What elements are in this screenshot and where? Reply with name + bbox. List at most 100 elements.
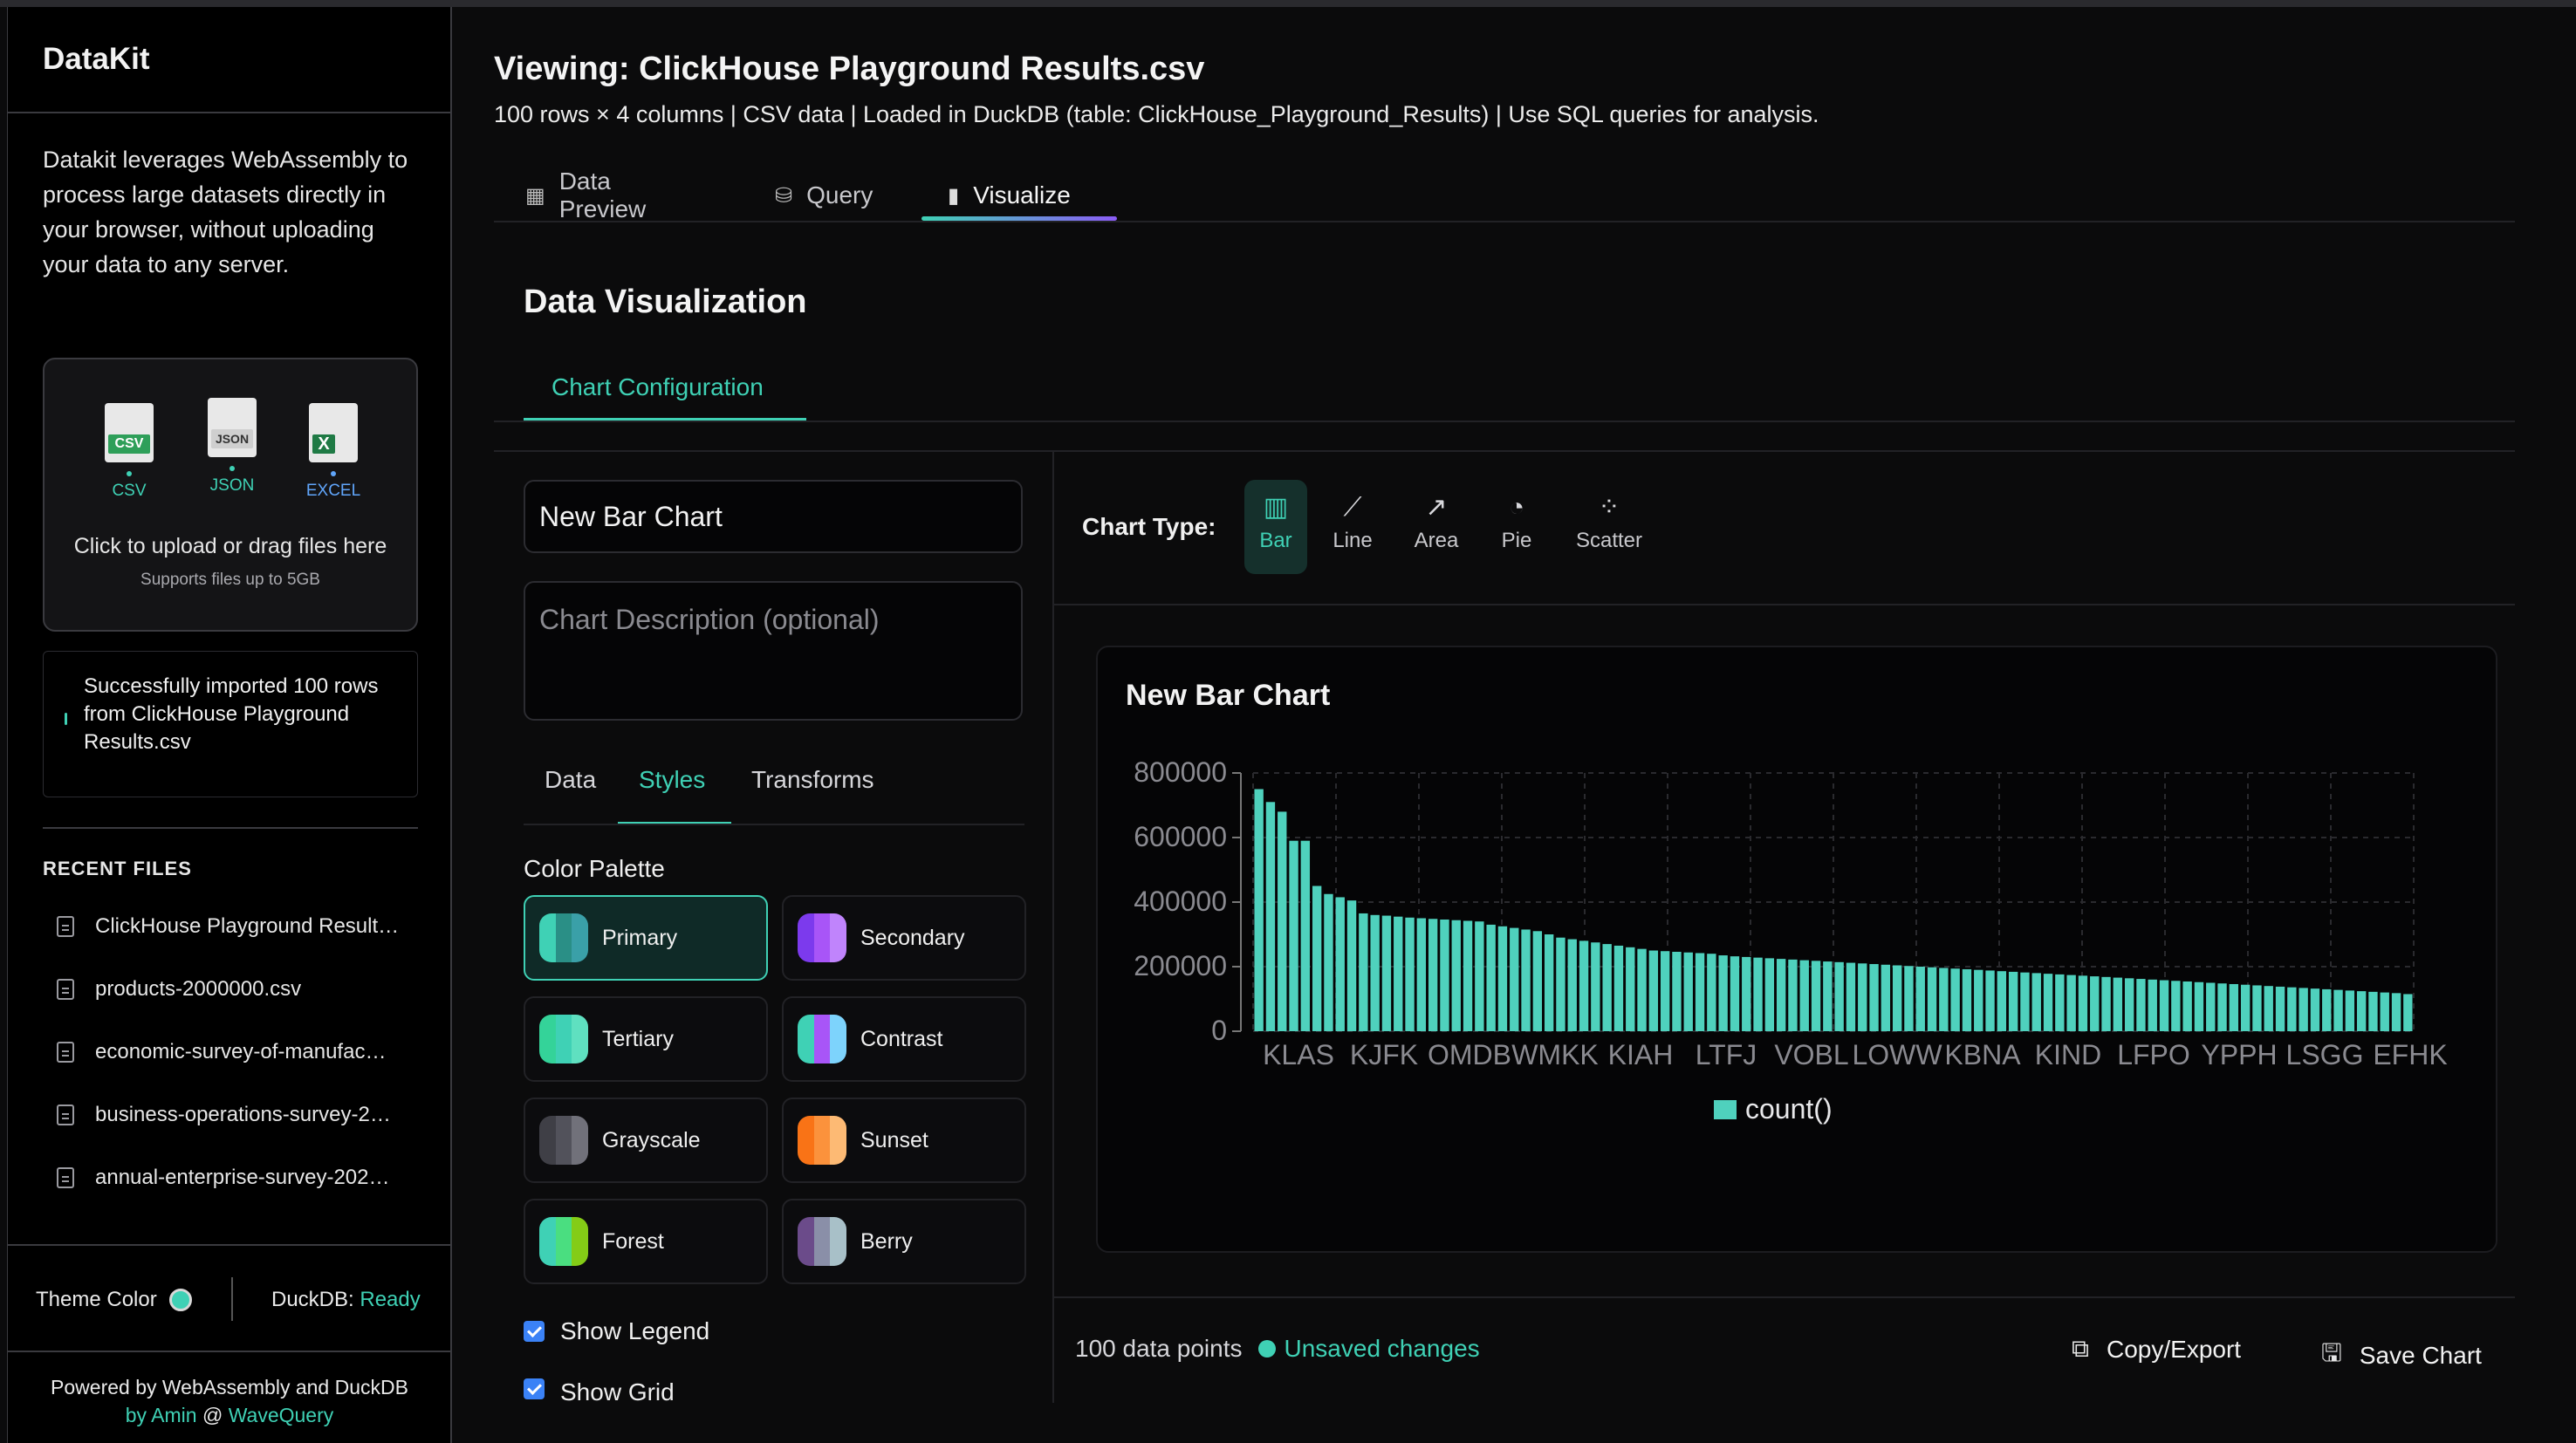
- subtab-styles[interactable]: Styles: [639, 766, 706, 793]
- bar: [1278, 811, 1287, 1031]
- palette-option-secondary[interactable]: Secondary: [782, 895, 1026, 981]
- palette-option-contrast[interactable]: Contrast: [782, 996, 1026, 1082]
- x-tick-label: KBNA: [1944, 1039, 2021, 1070]
- chart-type-area[interactable]: ↗ Area: [1405, 480, 1468, 574]
- import-success-toast: Successfully imported 100 rows from Clic…: [43, 651, 418, 797]
- bar: [1532, 931, 1543, 1031]
- upload-instructions: Click to upload or drag files here: [73, 534, 387, 558]
- bar: [1939, 968, 1949, 1031]
- database-icon: ⛁: [775, 183, 793, 208]
- palette-name: Grayscale: [602, 1127, 701, 1152]
- chart-type-pie[interactable]: ◔ Pie: [1485, 480, 1548, 574]
- bar: [2182, 981, 2192, 1031]
- palette-swatch: [539, 1015, 588, 1063]
- recent-file-item[interactable]: annual-enterprise-survey-202…: [57, 1160, 390, 1195]
- file-icon: [57, 1167, 74, 1188]
- chart-name-input[interactable]: New Bar Chart: [524, 480, 1023, 553]
- copy-export-button[interactable]: ⧉ Copy/Export: [2072, 1335, 2242, 1363]
- recent-file-item[interactable]: business-operations-survey-2…: [57, 1098, 391, 1132]
- bar: [2031, 973, 2041, 1031]
- theme-color-picker[interactable]: Theme Color: [36, 1288, 192, 1312]
- chart-type-line[interactable]: ⟋ Line: [1321, 480, 1384, 574]
- tab-chart-configuration[interactable]: Chart Configuration: [552, 373, 764, 400]
- chart-type-label: Chart Type:: [1082, 513, 1216, 540]
- section-title: Data Visualization: [524, 284, 807, 320]
- chart-title: New Bar Chart: [1126, 679, 1331, 712]
- file-icon: [57, 916, 74, 937]
- dataset-summary: 100 rows × 4 columns | CSV data | Loaded…: [494, 101, 1819, 127]
- legend-swatch: [1714, 1100, 1737, 1119]
- x-tick-label: KLAS: [1263, 1039, 1334, 1070]
- palette-option-grayscale[interactable]: Grayscale: [524, 1098, 768, 1183]
- bar: [1985, 970, 1995, 1031]
- show-grid-checkbox[interactable]: Show Grid: [524, 1378, 675, 1403]
- divider: [8, 112, 451, 113]
- upload-dropzone[interactable]: CSV CSV JSON JSON X EXCEL Click to uploa…: [43, 358, 418, 632]
- bar: [1788, 959, 1798, 1031]
- wavequery-link[interactable]: WaveQuery: [228, 1404, 334, 1426]
- palette-option-sunset[interactable]: Sunset: [782, 1098, 1026, 1183]
- x-tick-label: VOBL: [1774, 1039, 1848, 1070]
- bar: [2043, 974, 2053, 1031]
- palette-swatch: [798, 1217, 846, 1266]
- palette-option-forest[interactable]: Forest: [524, 1199, 768, 1284]
- bar: [1626, 947, 1635, 1031]
- bar: [1324, 893, 1333, 1031]
- bar: [1463, 920, 1473, 1031]
- bar: [1811, 961, 1821, 1031]
- tab-data-preview[interactable]: ▦ Data Preview: [525, 168, 647, 222]
- author-link[interactable]: Amin: [151, 1404, 197, 1426]
- bar: [1974, 969, 1983, 1031]
- data-points-status: 100 data points Unsaved changes: [1075, 1335, 1480, 1362]
- bar: [1660, 951, 1670, 1031]
- duckdb-ready-badge: Ready: [360, 1288, 421, 1311]
- bar: [2380, 992, 2389, 1031]
- bar: [2206, 982, 2216, 1031]
- y-tick-label: 600000: [1134, 821, 1227, 852]
- save-chart-button[interactable]: 🖫 Save Chart: [2321, 1335, 2482, 1377]
- subtab-data[interactable]: Data: [545, 766, 597, 793]
- bar: [1312, 886, 1322, 1031]
- recent-file-item[interactable]: ClickHouse Playground Result…: [57, 909, 399, 944]
- bar: [1915, 967, 1925, 1031]
- show-legend-checkbox[interactable]: Show Legend: [524, 1317, 709, 1345]
- bar: [1381, 915, 1392, 1031]
- active-tab-indicator: [921, 216, 1117, 221]
- chart-type-scatter[interactable]: ⁘ Scatter: [1567, 480, 1651, 574]
- recent-file-item[interactable]: products-2000000.csv: [57, 972, 301, 1007]
- bar: [2008, 971, 2018, 1031]
- x-tick-label: KIND: [2035, 1039, 2101, 1070]
- palette-option-berry[interactable]: Berry: [782, 1199, 1026, 1284]
- checkbox-checked[interactable]: [524, 1321, 545, 1342]
- bar: [1265, 802, 1276, 1031]
- bar: [1475, 921, 1484, 1031]
- bar: [1254, 789, 1264, 1031]
- recent-file-item[interactable]: economic-survey-of-manufac…: [57, 1035, 386, 1070]
- bar: [1764, 958, 1775, 1031]
- upload-limit: Supports files up to 5GB: [140, 571, 320, 589]
- unsaved-indicator: [1257, 1340, 1276, 1358]
- subtab-transforms[interactable]: Transforms: [751, 766, 874, 793]
- bar: [2171, 981, 2181, 1031]
- y-tick-label: 400000: [1134, 886, 1227, 917]
- palette-option-primary[interactable]: Primary: [524, 895, 768, 981]
- bar: [2299, 988, 2308, 1031]
- chart-description-input[interactable]: Chart Description (optional): [524, 581, 1023, 721]
- window-top-border: [0, 0, 2576, 7]
- bar-chart-icon: ▥: [1263, 493, 1289, 522]
- bar: [2391, 993, 2401, 1031]
- palette-option-tertiary[interactable]: Tertiary: [524, 996, 768, 1082]
- checkbox-checked[interactable]: [524, 1378, 545, 1399]
- tab-query[interactable]: ⛁ Query: [775, 181, 874, 209]
- tab-visualize[interactable]: ▮ Visualize: [948, 181, 1071, 209]
- bar: [1289, 840, 1298, 1031]
- divider: [524, 824, 1024, 825]
- x-tick-label: YPPH: [2201, 1039, 2277, 1070]
- bar: [1486, 924, 1496, 1031]
- theme-color-swatch[interactable]: [168, 1289, 192, 1311]
- palette-swatch: [539, 1217, 588, 1266]
- bar: [2240, 984, 2251, 1031]
- bar: [2090, 976, 2100, 1031]
- bar: [2194, 981, 2204, 1031]
- chart-type-bar[interactable]: ▥ Bar: [1244, 480, 1307, 574]
